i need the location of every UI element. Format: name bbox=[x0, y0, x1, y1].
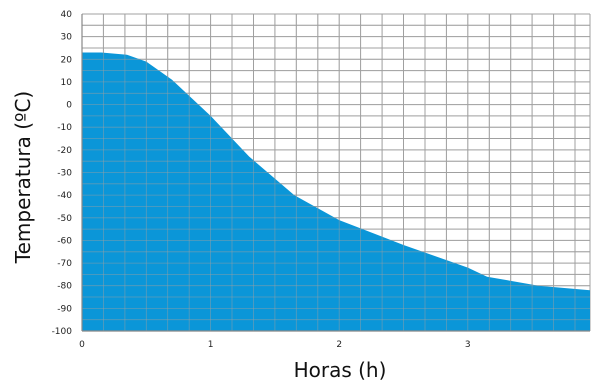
y-axis-title: Temperatura (ºC) bbox=[11, 91, 35, 264]
y-tick-label: 0 bbox=[66, 101, 72, 111]
y-tick-label: 30 bbox=[61, 33, 73, 43]
y-tick-label: -30 bbox=[57, 169, 72, 179]
y-tick-label: -100 bbox=[52, 327, 73, 337]
x-axis-title: Horas (h) bbox=[294, 358, 387, 381]
y-tick-label: 40 bbox=[61, 10, 73, 20]
y-tick-label: -10 bbox=[57, 123, 72, 133]
x-tick-label: 2 bbox=[336, 340, 342, 350]
y-tick-label: -70 bbox=[57, 259, 72, 269]
y-tick-label: -80 bbox=[57, 282, 72, 292]
y-tick-label: -50 bbox=[57, 214, 72, 224]
x-tick-label: 1 bbox=[208, 340, 214, 350]
x-tick-labels: 0 1 2 3 bbox=[79, 340, 471, 350]
y-tick-label: -60 bbox=[57, 236, 72, 246]
y-tick-label: 10 bbox=[61, 78, 73, 88]
y-tick-label: -90 bbox=[57, 304, 72, 314]
y-tick-label: -40 bbox=[57, 191, 72, 201]
gridline-overlay bbox=[81, 13, 590, 332]
area-layer bbox=[82, 52, 590, 331]
x-tick-label: 3 bbox=[465, 340, 471, 350]
y-tick-labels: 40 30 20 10 0 -10 -20 -30 -40 -50 -60 -70 -80 -90 -100 bbox=[52, 10, 73, 337]
temperature-area bbox=[82, 52, 590, 331]
y-tick-label: 20 bbox=[61, 55, 73, 65]
x-tick-label: 0 bbox=[79, 340, 85, 350]
y-tick-label: -20 bbox=[57, 146, 72, 156]
